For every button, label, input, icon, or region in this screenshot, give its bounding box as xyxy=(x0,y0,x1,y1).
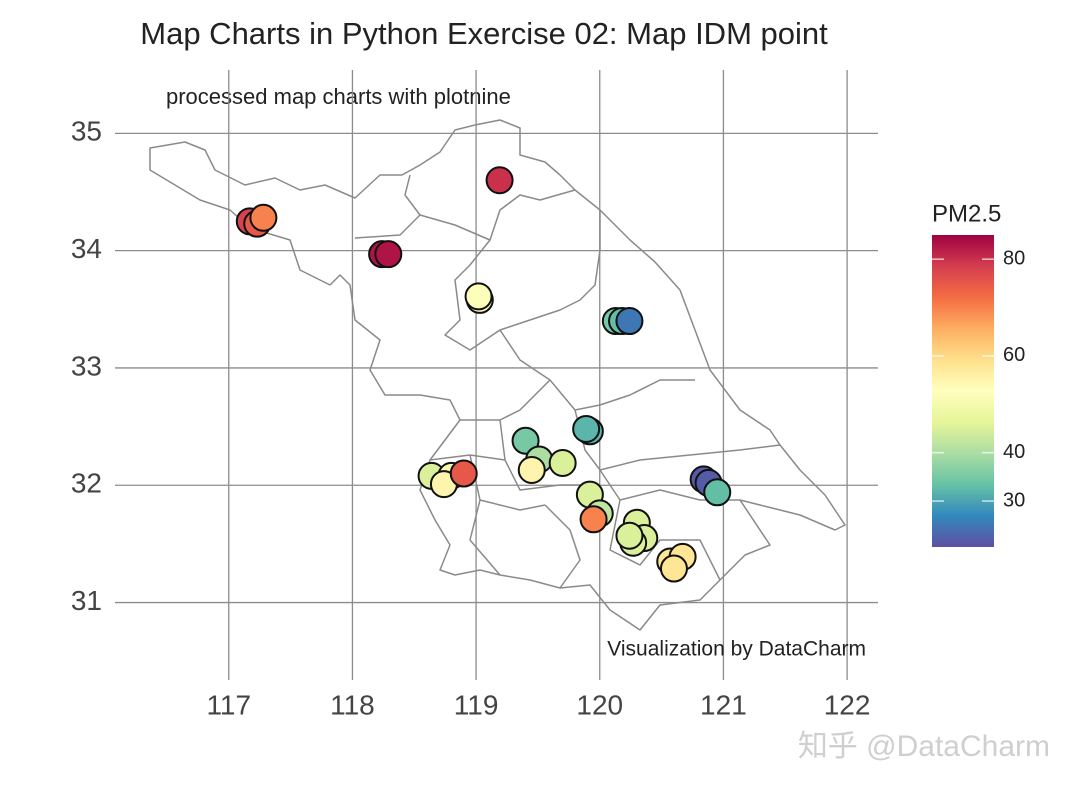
colorbar-label: 40 xyxy=(1003,441,1025,463)
x-tick-label: 121 xyxy=(700,689,747,720)
legend-title: PM2.5 xyxy=(932,200,1001,227)
point xyxy=(374,240,403,269)
point xyxy=(485,166,514,195)
point xyxy=(548,448,577,477)
point xyxy=(615,307,644,336)
province-map xyxy=(149,119,846,631)
x-tick-label: 118 xyxy=(330,689,375,720)
point xyxy=(579,505,608,534)
x-tick-label: 119 xyxy=(454,689,499,720)
y-tick-label: 31 xyxy=(71,585,102,616)
y-tick-label: 33 xyxy=(71,350,102,381)
point xyxy=(449,459,478,488)
colorbar-label: 80 xyxy=(1003,247,1025,269)
point xyxy=(703,478,732,507)
y-tick-label: 32 xyxy=(71,468,102,499)
caption: Visualization by DataCharm xyxy=(607,638,866,661)
colorbar-label: 60 xyxy=(1003,344,1025,366)
point xyxy=(464,282,493,311)
y-tick-label: 35 xyxy=(71,116,102,147)
y-tick-label: 34 xyxy=(71,233,102,264)
subtitle: processed map charts with plotnine xyxy=(166,84,511,109)
x-tick-label: 120 xyxy=(576,689,623,720)
point xyxy=(249,203,278,232)
point xyxy=(511,426,540,455)
point xyxy=(659,554,688,583)
point xyxy=(517,456,546,485)
watermark: 知乎 @DataCharm xyxy=(798,730,1050,763)
point xyxy=(615,521,644,550)
point xyxy=(572,414,601,443)
x-tick-label: 117 xyxy=(206,689,251,720)
colorbar xyxy=(932,235,994,547)
colorbar-label: 30 xyxy=(1003,489,1025,511)
chart-title: Map Charts in Python Exercise 02: Map ID… xyxy=(140,16,828,51)
x-tick-label: 122 xyxy=(824,689,871,720)
